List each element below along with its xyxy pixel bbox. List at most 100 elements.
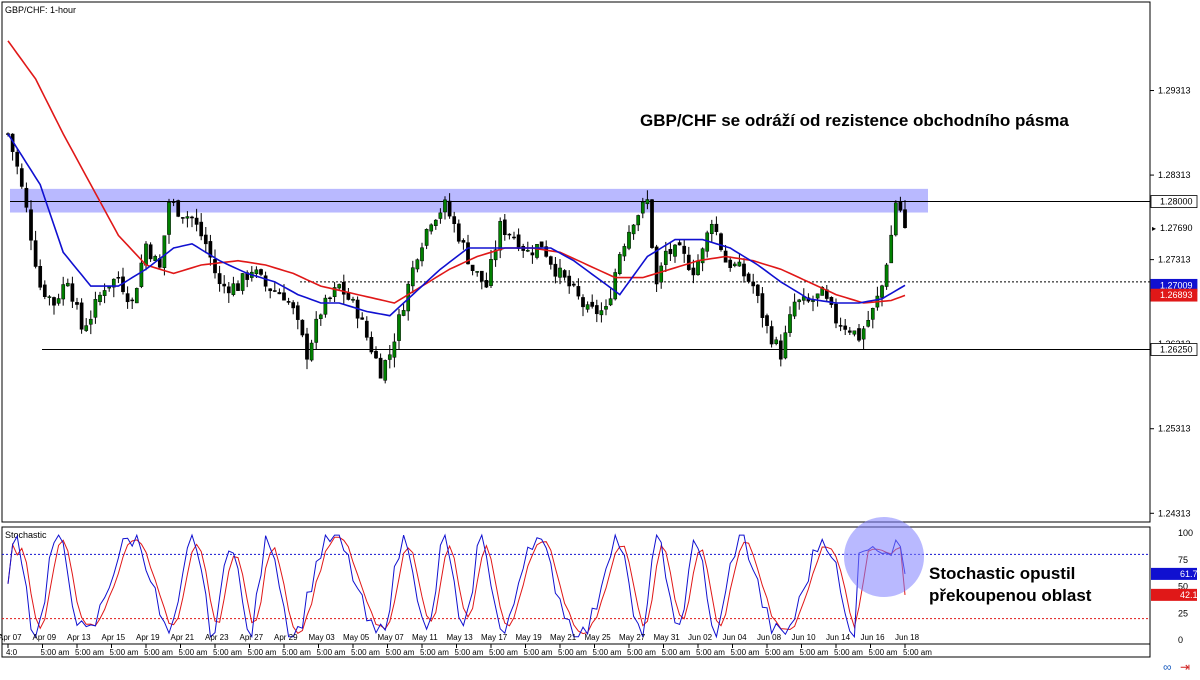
candle-body [171, 201, 176, 203]
candle-body [682, 245, 687, 254]
candle-body [604, 306, 608, 310]
x-tick-date: Apr 09 [33, 633, 57, 642]
stochastic-y-tick-label: 75 [1178, 555, 1188, 565]
x-tick-date: Apr 13 [67, 633, 91, 642]
x-tick-date: Jun 02 [688, 633, 713, 642]
x-tick-date: Jun 18 [895, 633, 920, 642]
candle-body [65, 282, 70, 287]
candle-body [323, 297, 328, 315]
candle-body [746, 273, 751, 282]
candle-body [857, 328, 861, 341]
x-tick-time: 5:00 am [489, 648, 518, 657]
candle-body [213, 259, 217, 274]
candle-body [282, 292, 286, 301]
x-tick-time: 5:00 am [351, 648, 380, 657]
candle-body [125, 293, 130, 303]
candle-body [834, 303, 838, 324]
candle-body [300, 319, 305, 336]
x-tick-date: May 27 [619, 633, 646, 642]
candle-body [61, 284, 66, 300]
candle-body [714, 223, 719, 232]
x-tick-time: 5:00 am [662, 648, 691, 657]
candle-body [590, 301, 595, 307]
candle-body [576, 286, 581, 297]
candle-body [788, 314, 792, 333]
candle-body [627, 231, 631, 249]
x-tick-time: 5:00 am [317, 648, 346, 657]
candle-body [525, 249, 530, 252]
candle-body [98, 294, 102, 302]
candle-body [47, 296, 52, 298]
x-tick-date: May 03 [309, 633, 336, 642]
candle-body [866, 320, 871, 327]
candle-body [659, 265, 664, 283]
candle-body [640, 201, 645, 214]
x-tick-date: May 31 [654, 633, 681, 642]
candle-body [429, 224, 434, 232]
candle-body [424, 229, 429, 246]
candle-body [645, 199, 650, 205]
candle-body [185, 216, 190, 219]
stochastic-y-tick-label: 100 [1178, 528, 1193, 538]
candle-body [56, 298, 61, 304]
x-tick-date: May 25 [585, 633, 612, 642]
x-tick-date: Apr 19 [136, 633, 160, 642]
candle-body [268, 288, 273, 292]
candle-body [314, 318, 319, 343]
stochastic-k-line [7, 533, 906, 639]
candle-body [29, 209, 33, 241]
time-axis-frame [1, 643, 1151, 658]
candle-body [861, 328, 866, 340]
sub-title-bg [3, 528, 41, 540]
price-label-box [1150, 221, 1198, 235]
candle-body [231, 283, 236, 295]
candle-body [613, 272, 618, 300]
candle-body [452, 216, 457, 224]
candle-body [364, 320, 369, 338]
candle-body [792, 301, 797, 317]
candle-body [663, 250, 668, 265]
candle-body [328, 297, 332, 300]
candle-body [829, 297, 834, 305]
candle-body [433, 219, 438, 226]
candle-body [498, 221, 503, 251]
candle-body [811, 300, 815, 302]
candle-body [599, 310, 604, 316]
candle-body [737, 261, 742, 267]
candle-body [719, 233, 723, 251]
candle-body [254, 269, 259, 275]
candle-body [594, 305, 599, 315]
candle-body [410, 267, 415, 287]
candle-body [815, 293, 820, 299]
sma-fast-line [7, 133, 906, 317]
candle-body [337, 284, 342, 289]
candle-body [889, 234, 894, 264]
x-tick-time: 5:00 am [800, 648, 829, 657]
candle-body [139, 262, 144, 287]
resistance-zone [10, 188, 928, 213]
x-tick-date: Apr 23 [205, 633, 229, 642]
x-tick-date: Jun 10 [792, 633, 817, 642]
y-tick-label: 1.25313 [1158, 424, 1191, 434]
candle-body [489, 259, 493, 286]
candle-body [102, 290, 107, 296]
candle-body [443, 199, 447, 213]
candle-body [378, 357, 383, 379]
x-tick-date: Apr 07 [0, 633, 22, 642]
price-label-text: 1.26893 [1160, 290, 1193, 300]
candle-body [259, 269, 263, 275]
candle-body [507, 233, 512, 236]
candle-body [374, 350, 378, 359]
main-panel-title: GBP/CHF: 1-hour [5, 5, 76, 15]
main-title-bg [3, 3, 65, 15]
candle-body [581, 297, 585, 308]
candle-body [617, 254, 622, 274]
candle-body [709, 223, 714, 235]
candle-body [24, 187, 29, 208]
x-tick-time: 5:00 am [834, 648, 863, 657]
candle-body [263, 275, 268, 287]
candle-body [691, 267, 696, 276]
candle-body [272, 290, 277, 292]
x-tick-time: 5:00 am [144, 648, 173, 657]
